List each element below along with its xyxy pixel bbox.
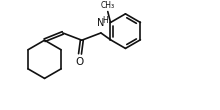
Text: CH₃: CH₃ xyxy=(101,1,115,10)
Text: H: H xyxy=(102,16,108,25)
Text: N: N xyxy=(97,18,104,28)
Text: O: O xyxy=(75,57,83,67)
